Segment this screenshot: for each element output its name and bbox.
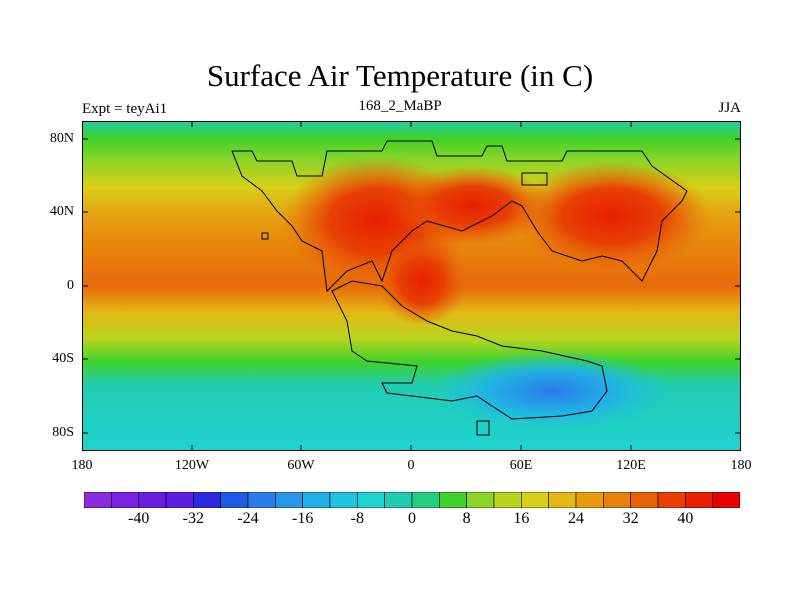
colorbar-swatch bbox=[193, 492, 221, 508]
colorbar-swatch bbox=[630, 492, 659, 508]
colorbar bbox=[84, 492, 740, 508]
colorbar-swatch bbox=[466, 492, 495, 508]
colorbar-tick-label: 40 bbox=[677, 510, 694, 527]
colorbar-tick-label: -40 bbox=[127, 510, 150, 527]
plot-title: Surface Air Temperature (in C) bbox=[206, 58, 594, 93]
season-label: JJA bbox=[718, 100, 741, 116]
colorbar-swatch bbox=[165, 492, 194, 508]
hot-region-central bbox=[392, 166, 552, 246]
continent-outline-north bbox=[231, 140, 688, 293]
colorbar-swatch bbox=[84, 492, 112, 508]
colorbar-swatch bbox=[111, 492, 139, 508]
colorbar-swatch bbox=[302, 492, 331, 508]
x-tick-label: 0 bbox=[407, 458, 415, 473]
y-tick-label: 80N bbox=[49, 131, 74, 146]
time-label: 168_2_MaBP bbox=[358, 98, 442, 114]
colorbar-swatch bbox=[220, 492, 249, 508]
island-outline-3 bbox=[261, 232, 269, 240]
y-tick-label: 40N bbox=[49, 204, 74, 219]
colorbar-tick-label: 0 bbox=[408, 510, 416, 527]
continent-outline-south bbox=[331, 280, 608, 420]
y-tick-label: 80S bbox=[52, 425, 74, 440]
colorbar-swatch bbox=[493, 492, 522, 508]
colorbar-swatch bbox=[275, 492, 303, 508]
x-tick-label: 60W bbox=[287, 458, 315, 473]
colorbar-tick-label: 32 bbox=[622, 510, 639, 527]
x-tick-label: 120W bbox=[174, 458, 210, 473]
colorbar-swatch bbox=[411, 492, 440, 508]
y-tick-label: 0 bbox=[67, 278, 74, 293]
colorbar-tick-label: -32 bbox=[182, 510, 204, 527]
colorbar-swatch bbox=[439, 492, 467, 508]
colorbar-tick-label: -24 bbox=[237, 510, 259, 527]
colorbar-swatch bbox=[357, 492, 385, 508]
coastline-outlines bbox=[231, 140, 688, 436]
colorbar-tick-label: 8 bbox=[462, 510, 471, 527]
island-outline-2 bbox=[476, 420, 490, 436]
colorbar-swatch bbox=[575, 492, 604, 508]
island-outline-1 bbox=[521, 172, 548, 186]
colorbar-swatch bbox=[384, 492, 413, 508]
tick-marks bbox=[82, 121, 741, 451]
x-tick-label: 60E bbox=[509, 458, 533, 473]
colorbar-swatch bbox=[548, 492, 577, 508]
colorbar-swatch bbox=[603, 492, 631, 508]
x-tick-label: 120E bbox=[616, 458, 646, 473]
colorbar-swatch bbox=[657, 492, 686, 508]
hot-region-east bbox=[512, 161, 712, 271]
colorbar-swatch bbox=[685, 492, 713, 508]
colorbar-swatch bbox=[521, 492, 549, 508]
temperature-map bbox=[82, 121, 741, 451]
x-tick-label: 180 bbox=[730, 458, 752, 473]
colorbar-swatch bbox=[329, 492, 358, 508]
colorbar-swatch bbox=[247, 492, 276, 508]
experiment-label: Expt = teyAi1 bbox=[82, 101, 168, 117]
colorbar-swatch bbox=[712, 492, 740, 508]
colorbar-tick-label: -8 bbox=[350, 510, 364, 527]
colorbar-tick-label: 24 bbox=[568, 510, 584, 527]
colorbar-tick-label: -16 bbox=[291, 510, 314, 527]
colorbar-tick-label: 16 bbox=[513, 510, 530, 527]
colorbar-swatch bbox=[138, 492, 167, 508]
cold-region-south bbox=[432, 351, 672, 431]
y-tick-label: 40S bbox=[52, 351, 74, 366]
x-tick-label: 180 bbox=[71, 458, 93, 473]
hot-region-south bbox=[377, 236, 467, 326]
